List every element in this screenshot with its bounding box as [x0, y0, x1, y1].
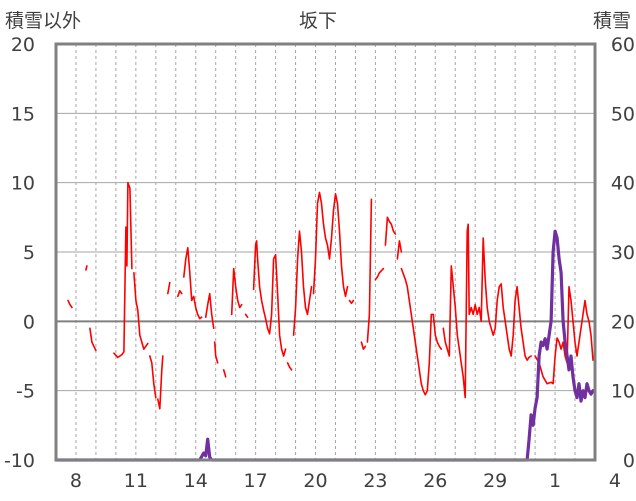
left-tick-label: 20: [11, 34, 35, 56]
series-1-line: [244, 313, 249, 319]
series-1-line: [348, 299, 355, 305]
series-1-line: [292, 230, 313, 337]
grid-lines: [56, 44, 595, 460]
right-tick-label: 0: [623, 450, 635, 472]
series-1-line: [534, 285, 594, 385]
series-1-line: [360, 341, 367, 350]
series-1-line: [85, 265, 88, 271]
series-1-line: [442, 223, 532, 399]
x-tick-label: 26: [423, 470, 447, 492]
series-1-line: [183, 247, 203, 320]
right-tick-label: 30: [611, 242, 635, 264]
x-tick-label: 11: [124, 470, 148, 492]
right-tick-label: 60: [611, 34, 635, 56]
series-1-line: [113, 181, 133, 359]
x-tick-label: 1: [549, 470, 561, 492]
right-axis-label: 積雪: [593, 10, 631, 32]
x-tick-label: 29: [483, 470, 507, 492]
left-axis-label: 積雪以外: [5, 10, 81, 32]
series-1-line: [230, 267, 243, 316]
left-tick-label: -10: [4, 450, 35, 472]
series-1-line: [312, 191, 349, 298]
series-1-line: [89, 327, 97, 352]
series-1-line: [67, 299, 73, 309]
x-tick-labels: 8 11 14 17 20 23 26 29 1 4: [70, 470, 621, 492]
right-tick-label: 50: [611, 103, 635, 125]
series-1-line: [400, 267, 443, 396]
left-tick-label: 10: [11, 173, 35, 195]
left-tick-labels: 20 15 10 5 0 -5 -10: [4, 34, 35, 472]
right-tick-label: 10: [611, 381, 635, 403]
series-1-line: [396, 240, 403, 260]
series-1-line: [167, 281, 171, 295]
x-tick-label: 4: [609, 470, 621, 492]
left-tick-label: -5: [16, 381, 35, 403]
right-tick-label: 20: [611, 311, 635, 333]
x-tick-label: 8: [70, 470, 82, 492]
series-1-line: [384, 216, 397, 246]
right-tick-label: 40: [611, 173, 635, 195]
chart-title: 坂下: [299, 10, 337, 32]
series-1-line: [252, 240, 287, 357]
plot-frame: [54, 42, 597, 462]
x-tick-label: 14: [184, 470, 208, 492]
series-1-line: [133, 271, 149, 350]
right-tick-labels: 60 50 40 30 20 10 0: [611, 34, 635, 472]
left-tick-label: 5: [23, 242, 35, 264]
series-1-line: [222, 369, 227, 378]
series-1-line: [149, 355, 157, 399]
series-1-line: [366, 198, 373, 343]
x-tick-label: 23: [363, 470, 387, 492]
series-1-line: [374, 267, 385, 281]
series-1-line: [286, 362, 293, 371]
series-1-line: [204, 292, 215, 330]
series-1-line: [213, 341, 219, 364]
series-1-line: [177, 289, 183, 298]
series-1-line: [157, 355, 164, 410]
x-tick-label: 17: [244, 470, 268, 492]
left-tick-label: 0: [23, 311, 35, 333]
x-tick-label: 20: [303, 470, 327, 492]
left-tick-label: 15: [11, 103, 35, 125]
